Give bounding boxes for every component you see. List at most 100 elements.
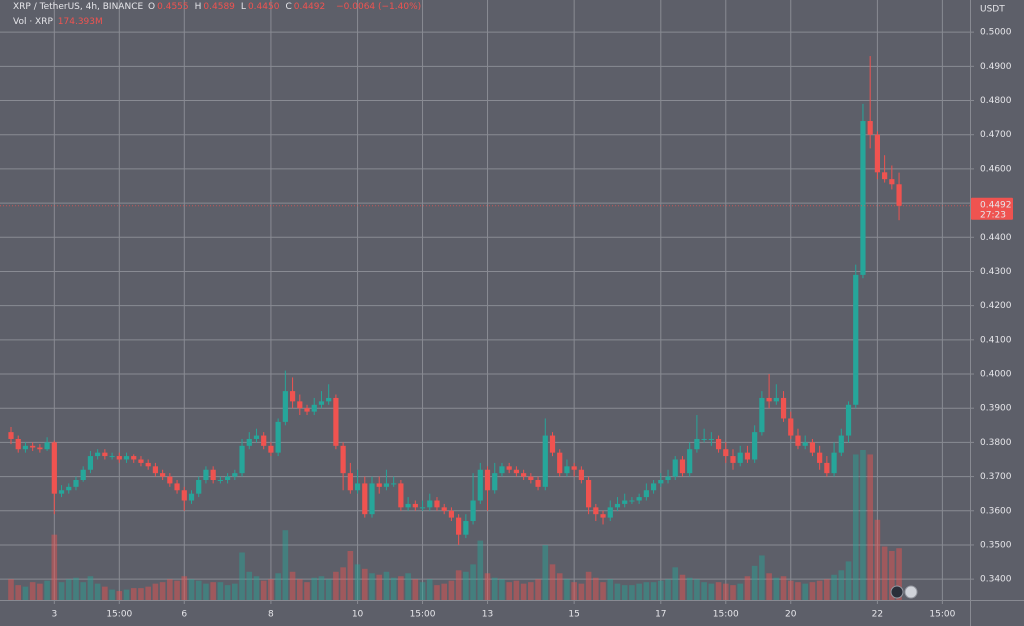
volume-bar: [528, 582, 534, 600]
candle-body: [788, 418, 794, 436]
x-tick-label: 3: [51, 610, 57, 620]
candle-body: [492, 473, 498, 491]
candle-body: [549, 435, 556, 453]
volume-bar: [282, 530, 289, 600]
candle-body: [347, 473, 353, 491]
volume-bar: [398, 576, 404, 600]
volume-bar: [621, 585, 628, 600]
candle-body: [780, 397, 787, 419]
volume-bar: [715, 582, 722, 600]
volume-bar: [643, 582, 650, 600]
volume-bar: [766, 573, 772, 600]
volume-bar: [708, 583, 715, 600]
volume-bar: [232, 583, 238, 600]
x-tick-label: 20: [785, 610, 797, 620]
volume-bar: [405, 573, 411, 600]
candle-body: [571, 466, 577, 470]
candle-body: [434, 500, 440, 508]
volume-bar: [874, 519, 881, 600]
volume-bar: [513, 580, 520, 600]
volume-bar: [730, 585, 736, 600]
candle-body: [362, 483, 368, 515]
ohlc-value: 0.4555: [157, 2, 189, 12]
volume-bar: [138, 588, 144, 600]
candle-body: [203, 469, 209, 480]
candle-body: [80, 469, 86, 480]
candle-body: [708, 438, 714, 440]
candle-body: [867, 121, 873, 135]
candle-body: [752, 432, 758, 460]
candle-body: [528, 476, 534, 480]
candle-body: [824, 462, 830, 474]
volume-bar: [289, 571, 296, 600]
candle-body: [600, 514, 606, 518]
volume-bar: [838, 570, 845, 600]
volume-bar: [260, 580, 267, 600]
y-tick-label: 0.3500: [980, 540, 1012, 550]
volume-bar: [744, 576, 751, 600]
candle-body: [333, 397, 339, 446]
candle-body: [441, 507, 447, 511]
volume-bar: [152, 583, 159, 600]
candle-body: [131, 456, 137, 460]
candle-body: [629, 500, 635, 502]
candle-body: [297, 401, 303, 409]
candle-body: [715, 438, 722, 450]
volume-bar: [383, 571, 390, 600]
volume-bar: [824, 579, 830, 600]
candle-body: [51, 442, 57, 494]
candle-body: [521, 473, 527, 477]
volume-bar: [167, 579, 173, 600]
candle-body: [109, 456, 115, 458]
candle-layer: [8, 56, 902, 545]
candle-body: [795, 435, 801, 446]
last-price-label: 0.4492: [980, 200, 1012, 210]
volume-bar: [795, 582, 801, 600]
volume-bar: [22, 586, 29, 600]
volume-bar: [94, 583, 101, 600]
candle-body: [701, 438, 707, 440]
volume-bar: [759, 555, 765, 600]
candle-body: [694, 438, 700, 450]
y-tick-label: 0.4800: [980, 96, 1012, 106]
volume-bar: [116, 591, 123, 600]
x-tick-label: 17: [655, 610, 666, 620]
volume-bar: [44, 580, 50, 600]
x-tick-label: 13: [482, 610, 493, 620]
y-tick-label: 0.3600: [980, 506, 1012, 516]
candle-body: [22, 445, 29, 450]
candle-body: [102, 452, 108, 457]
candle-body: [289, 391, 296, 402]
candle-body: [463, 521, 469, 535]
ohlc-value: 0.4492: [293, 2, 326, 12]
volume-bar: [650, 582, 657, 600]
volume-bar: [701, 582, 707, 600]
candle-body: [889, 179, 895, 185]
volume-bar: [354, 564, 361, 600]
candle-body: [874, 134, 880, 173]
volume-bar: [311, 577, 318, 600]
volume-bar: [318, 576, 325, 600]
candle-body: [196, 480, 202, 494]
candle-body: [817, 452, 823, 463]
volume-bar: [210, 582, 216, 600]
ohlc-key: H: [194, 2, 202, 12]
volume-bar: [614, 583, 621, 600]
candle-body: [809, 442, 816, 453]
volume-bar: [224, 585, 231, 600]
volume-bar: [203, 583, 209, 600]
candle-body: [116, 456, 122, 460]
candle-body: [838, 435, 844, 453]
y-tick-label: 0.4700: [980, 130, 1012, 140]
candle-body: [687, 449, 693, 474]
candle-body: [318, 401, 325, 405]
volume-bar: [376, 574, 383, 600]
volume-bar: [159, 582, 166, 600]
grid: [0, 0, 970, 600]
y-tick-label: 0.4200: [980, 301, 1012, 311]
volume-bar: [80, 582, 86, 600]
volume-bar: [484, 573, 491, 600]
candle-body: [145, 462, 151, 467]
volume-bar: [109, 589, 115, 600]
candle-body: [261, 435, 267, 446]
